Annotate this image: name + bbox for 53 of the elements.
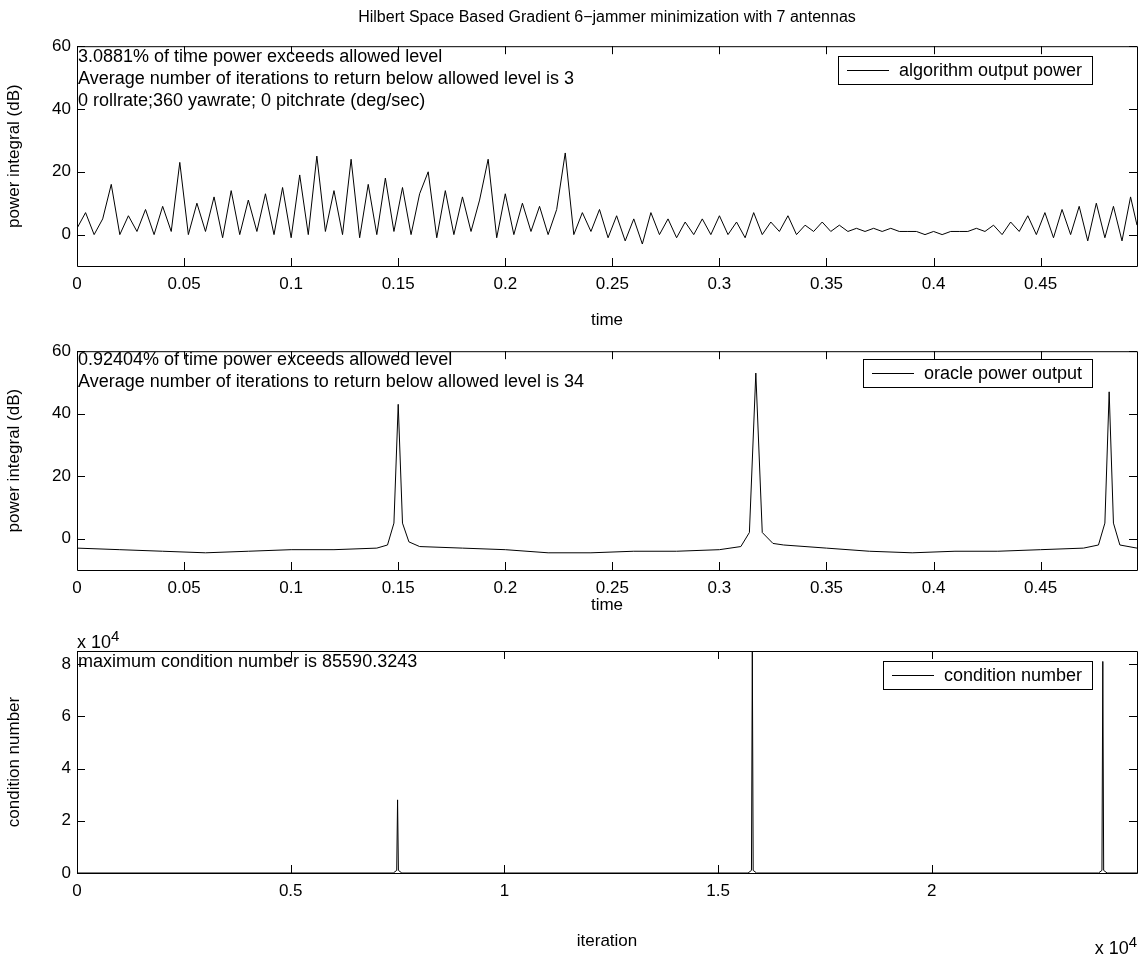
y-tick-label: 0 xyxy=(61,862,71,882)
x-tick-label: 1.5 xyxy=(706,880,730,900)
x-tick-label: 0.25 xyxy=(595,273,629,293)
y-axis-title: condition number xyxy=(3,696,23,828)
y-tick-label: 0 xyxy=(61,224,71,244)
y-tick-label: 40 xyxy=(52,98,71,118)
y-tick-label: 4 xyxy=(61,758,71,778)
x-axis-title: iteration xyxy=(576,931,638,951)
legend-label: oracle power output xyxy=(923,363,1082,384)
x-tick-label: 0.45 xyxy=(1024,577,1058,597)
x-tick-label: 0.35 xyxy=(809,577,844,597)
x-tick-label: 0.15 xyxy=(381,273,415,293)
x-tick-label: 0.2 xyxy=(493,273,518,293)
annotation: x 10$^{4}$ xyxy=(77,626,120,653)
y-tick-label: 60 xyxy=(52,340,71,360)
annotation: 3.0881% of time power exceeds allowed level xyxy=(78,46,443,67)
x-tick-label: 0.2 xyxy=(493,577,518,597)
x-tick-label: 0.4 xyxy=(921,273,946,293)
y-tick-label: 6 xyxy=(61,705,71,725)
x-tick-label: 0.05 xyxy=(167,577,201,597)
y-tick-label: 0 xyxy=(61,528,71,548)
chart-title: Hilbert Space Based Gradient 6−jammer minimization with 7 antennas xyxy=(357,8,857,26)
annotation: 0 rollrate;360 yawrate; 0 pitchrate (deg/sec) xyxy=(78,90,426,111)
y-tick-label: 2 xyxy=(61,810,71,830)
x-tick-label: 2 xyxy=(927,880,937,900)
y-tick-label: 20 xyxy=(52,161,71,181)
x-tick-label: 0.3 xyxy=(707,273,732,293)
x-axis-title: time xyxy=(590,310,624,330)
y-tick-label: 60 xyxy=(52,35,71,55)
legend-label: condition number xyxy=(943,665,1082,686)
x-tick-label: 0.15 xyxy=(381,577,415,597)
y-tick-label: 20 xyxy=(52,465,71,485)
annotation: Average number of iterations to return below allowed level is 3 xyxy=(78,68,574,89)
x-tick-label: 1 xyxy=(499,880,510,900)
x-tick-label: 0.35 xyxy=(809,273,844,293)
legend-label: algorithm output power xyxy=(898,60,1082,81)
y-axis-title: power integral (dB) xyxy=(3,388,23,533)
x-axis-title: time xyxy=(590,595,624,615)
x-tick-label: 0.1 xyxy=(279,273,303,293)
x-tick-label: 0.4 xyxy=(921,577,946,597)
x-tick-label: 0.1 xyxy=(279,577,303,597)
x-tick-label: 0.45 xyxy=(1024,273,1058,293)
text: x 10$^{4}$ xyxy=(1094,932,1137,956)
y-tick-label: 8 xyxy=(61,653,71,673)
annotation: Average number of iterations to return below allowed level is 34 xyxy=(78,371,584,392)
annotation: 0.92404% of time power exceeds allowed level xyxy=(78,349,453,370)
y-tick-label: 40 xyxy=(52,403,71,423)
x-tick-label: 0.05 xyxy=(167,273,201,293)
x-tick-label: 0.3 xyxy=(707,577,732,597)
x-tick-label: 0.25 xyxy=(595,577,629,597)
y-axis-title: power integral (dB) xyxy=(3,84,23,228)
x-tick-label: 0.5 xyxy=(278,880,303,900)
annotation: maximum condition number is 85590.3243 xyxy=(78,651,418,672)
